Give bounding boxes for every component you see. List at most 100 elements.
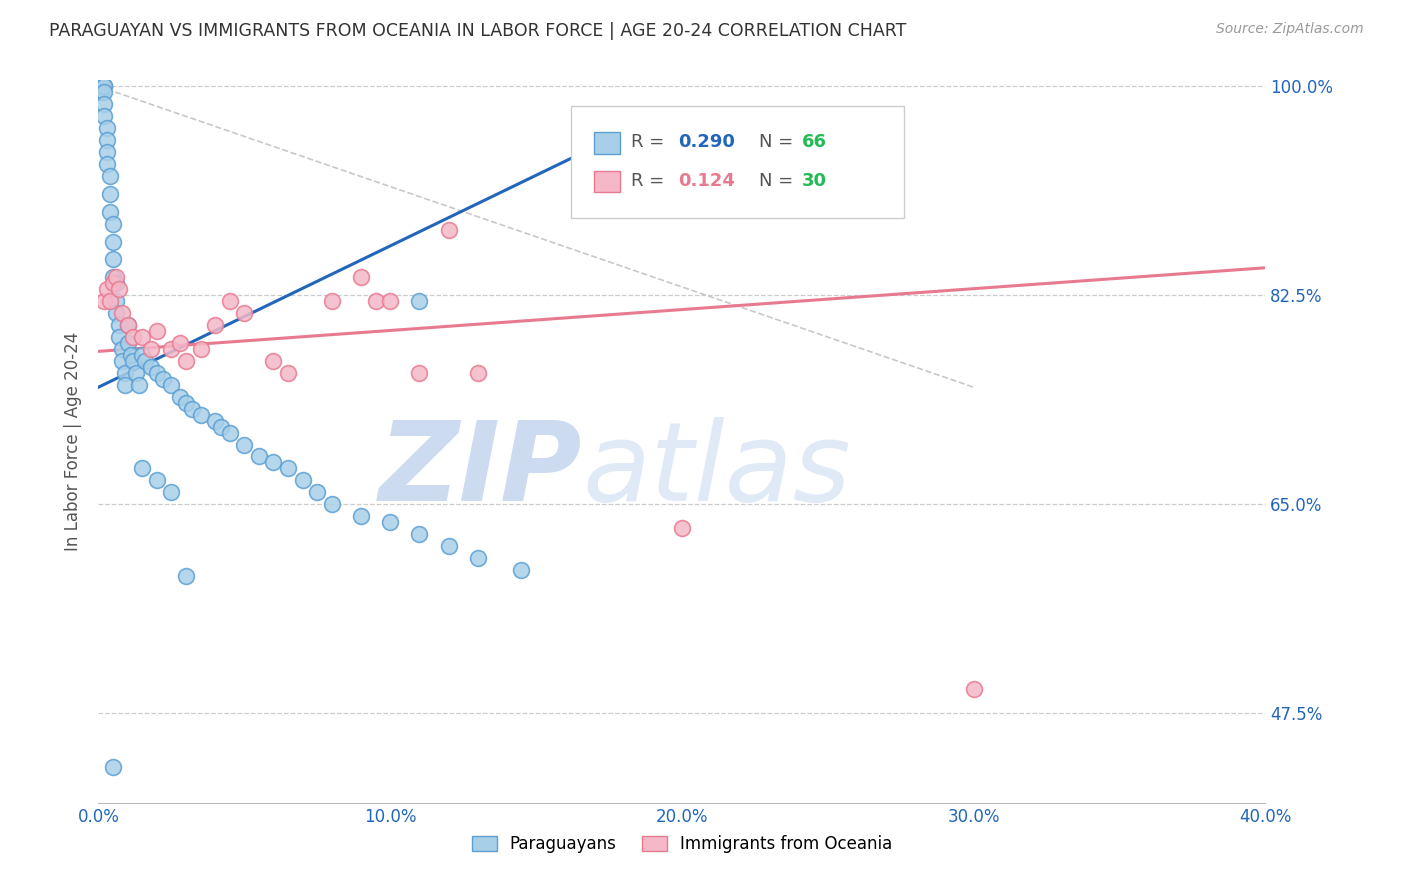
Point xyxy=(128,377,150,392)
Point xyxy=(125,366,148,380)
Point xyxy=(111,342,134,356)
Point xyxy=(104,277,127,291)
Point xyxy=(111,354,134,368)
Text: 0.290: 0.290 xyxy=(679,134,735,152)
Legend: Paraguayans, Immigrants from Oceania: Paraguayans, Immigrants from Oceania xyxy=(465,828,898,860)
Point xyxy=(114,377,136,392)
Point xyxy=(108,282,131,296)
Point xyxy=(96,121,118,136)
Point xyxy=(364,294,387,309)
Point xyxy=(90,79,112,94)
Text: 66: 66 xyxy=(801,134,827,152)
Point xyxy=(96,133,118,147)
Point xyxy=(291,474,314,488)
Bar xyxy=(595,132,620,154)
Point xyxy=(321,497,343,511)
Point xyxy=(101,217,124,231)
Point xyxy=(117,336,139,351)
Point xyxy=(117,318,139,332)
Point xyxy=(190,342,212,356)
Point xyxy=(101,252,124,267)
Point xyxy=(104,294,127,309)
Point xyxy=(262,455,284,469)
Point xyxy=(169,390,191,404)
Point xyxy=(98,294,121,309)
Point xyxy=(131,348,153,362)
Point xyxy=(139,342,162,356)
Bar xyxy=(595,170,620,193)
Point xyxy=(467,551,489,566)
Point xyxy=(131,330,153,344)
Point xyxy=(93,109,115,123)
Y-axis label: In Labor Force | Age 20-24: In Labor Force | Age 20-24 xyxy=(63,332,82,551)
Text: ZIP: ZIP xyxy=(380,417,582,524)
Point xyxy=(160,342,183,356)
Point xyxy=(98,169,121,183)
Point xyxy=(180,401,202,416)
Text: N =: N = xyxy=(759,134,793,152)
Point xyxy=(98,204,121,219)
Point xyxy=(262,354,284,368)
Text: N =: N = xyxy=(759,172,793,190)
Point xyxy=(408,527,430,541)
Point xyxy=(104,270,127,285)
Point xyxy=(93,79,115,94)
Point xyxy=(174,354,197,368)
Point xyxy=(93,97,115,112)
Point xyxy=(174,569,197,583)
Point xyxy=(152,372,174,386)
Point xyxy=(160,485,183,500)
Point xyxy=(169,336,191,351)
Text: atlas: atlas xyxy=(582,417,852,524)
Text: R =: R = xyxy=(630,172,664,190)
Point xyxy=(209,419,232,434)
Point xyxy=(218,425,240,440)
Point xyxy=(408,294,430,309)
Point xyxy=(90,79,112,94)
Point xyxy=(962,682,984,697)
Text: Source: ZipAtlas.com: Source: ZipAtlas.com xyxy=(1216,22,1364,37)
Point xyxy=(93,85,115,99)
Point xyxy=(93,294,115,309)
Point xyxy=(247,450,270,464)
Point xyxy=(437,222,460,236)
Point xyxy=(134,354,156,368)
Point xyxy=(380,294,402,309)
Point xyxy=(98,186,121,201)
Point xyxy=(277,461,299,475)
Point xyxy=(114,366,136,380)
Point xyxy=(104,306,127,320)
Point xyxy=(146,474,169,488)
Point xyxy=(111,306,134,320)
Point xyxy=(307,485,329,500)
Point xyxy=(139,359,162,374)
Point xyxy=(108,318,131,332)
Point xyxy=(146,324,169,338)
Point xyxy=(350,509,373,524)
Point xyxy=(96,145,118,159)
Point xyxy=(204,414,226,428)
Point xyxy=(277,366,299,380)
Point xyxy=(408,366,430,380)
Point xyxy=(96,282,118,296)
Point xyxy=(101,760,124,774)
Point xyxy=(437,539,460,553)
Point xyxy=(174,395,197,409)
FancyBboxPatch shape xyxy=(571,105,904,218)
Point xyxy=(190,408,212,422)
Text: 0.124: 0.124 xyxy=(679,172,735,190)
Point xyxy=(380,515,402,529)
Point xyxy=(467,366,489,380)
Text: PARAGUAYAN VS IMMIGRANTS FROM OCEANIA IN LABOR FORCE | AGE 20-24 CORRELATION CHA: PARAGUAYAN VS IMMIGRANTS FROM OCEANIA IN… xyxy=(49,22,907,40)
Point xyxy=(101,270,124,285)
Point xyxy=(671,521,693,535)
Point xyxy=(122,354,145,368)
Point xyxy=(218,294,240,309)
Point xyxy=(101,235,124,249)
Text: 30: 30 xyxy=(801,172,827,190)
Point xyxy=(321,294,343,309)
Point xyxy=(120,348,142,362)
Point xyxy=(93,79,115,94)
Point xyxy=(122,330,145,344)
Point xyxy=(101,277,124,291)
